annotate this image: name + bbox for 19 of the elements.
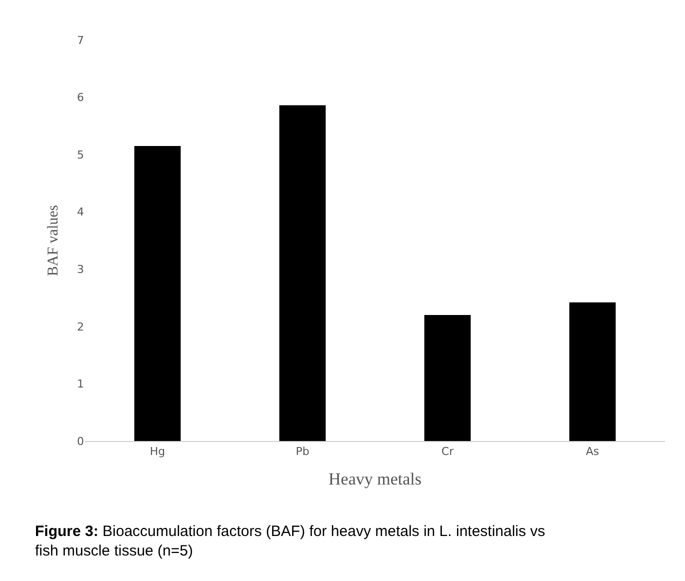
- y-tick-label: 3: [77, 262, 84, 276]
- x-axis-title: Heavy metals: [328, 470, 422, 489]
- bar: [424, 314, 471, 441]
- y-tick-label: 1: [77, 378, 84, 391]
- bar: [279, 105, 326, 441]
- bar: [134, 146, 181, 441]
- y-tick-label: 5: [77, 148, 84, 162]
- y-tick-label: 0: [77, 434, 84, 448]
- y-tick-label: 6: [77, 91, 84, 104]
- y-tick-label: 2: [77, 320, 84, 334]
- x-tick-label: As: [586, 445, 600, 458]
- y-tick-label: 4: [77, 206, 84, 219]
- x-tick-label: Cr: [441, 445, 454, 458]
- caption: Figure 3: Bioaccumulation factors (BAF) for heavy metals in L. intestinalis vs fish muscle tissue (n=5): [35, 523, 546, 560]
- y-tick-label: 7: [77, 34, 84, 47]
- x-tick-label: Pb: [296, 445, 310, 458]
- x-tick-label: Hg: [150, 445, 166, 458]
- y-axis-title: BAF values: [45, 204, 62, 276]
- bar: [569, 302, 616, 441]
